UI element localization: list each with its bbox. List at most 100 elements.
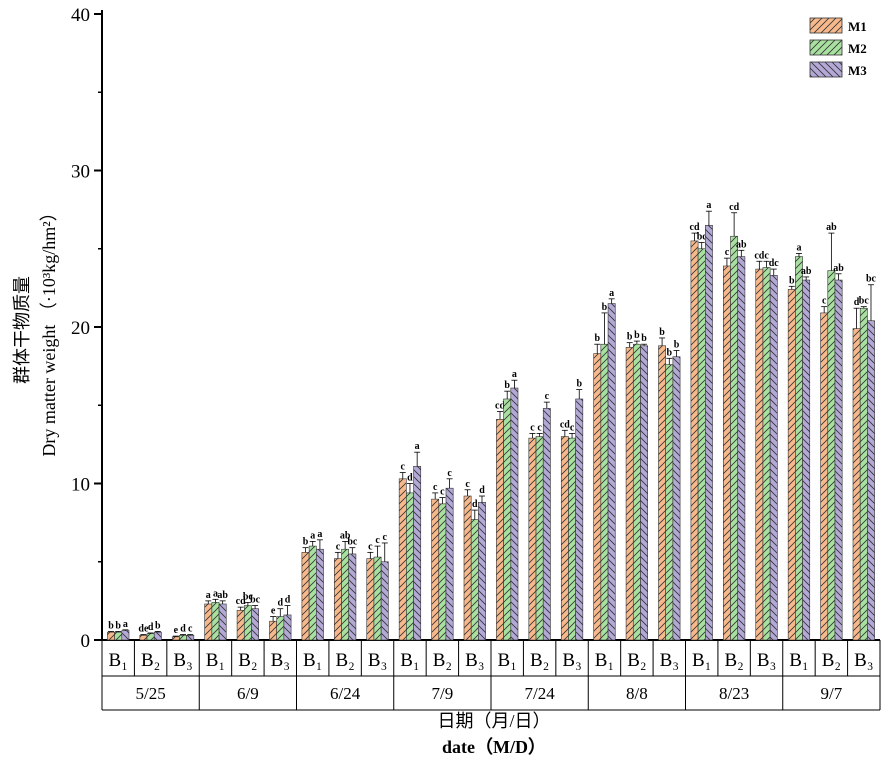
- significance-label: cd: [495, 401, 505, 412]
- bar-m1: [625, 347, 634, 641]
- significance-label: bc: [243, 591, 254, 602]
- bar-m3: [769, 275, 778, 641]
- group-label: B₃: [562, 650, 581, 671]
- significance-label: a: [706, 200, 711, 211]
- significance-label: dc: [769, 258, 780, 269]
- significance-label: c: [401, 462, 406, 473]
- bar-m3: [153, 631, 162, 641]
- significance-label: d: [180, 624, 186, 635]
- bar-m1: [269, 620, 277, 641]
- x-axis-label-cn: 日期（月/日）: [437, 711, 550, 731]
- bar-m2: [179, 635, 187, 641]
- group-label: B₃: [660, 650, 679, 671]
- y-tick-label: 20: [71, 318, 90, 339]
- significance-label: ab: [736, 239, 747, 250]
- x-axis-label-en: date（M/D）: [442, 737, 546, 757]
- bar-m2: [114, 631, 123, 641]
- bar-m2: [211, 602, 220, 641]
- significance-label: b: [115, 620, 121, 631]
- significance-label: b: [674, 339, 680, 350]
- significance-label: a: [796, 242, 801, 253]
- bar-m3: [218, 603, 227, 641]
- significance-label: a: [123, 619, 128, 630]
- significance-label: c: [336, 541, 341, 552]
- bar-m3: [478, 501, 486, 641]
- significance-label: bc: [866, 274, 877, 285]
- bar-m1: [690, 240, 699, 641]
- bar-m3: [413, 465, 422, 641]
- bar-m3: [283, 614, 292, 641]
- legend-swatch-m2: [809, 39, 843, 56]
- group-label: B₁: [595, 650, 614, 671]
- bar-m1: [560, 436, 569, 641]
- significance-label: e: [174, 625, 179, 636]
- group-label: B₁: [400, 650, 419, 671]
- significance-label: ab: [833, 263, 844, 274]
- group-label: B₃: [757, 650, 776, 671]
- group-label: B₂: [627, 650, 646, 671]
- significance-label: bc: [250, 595, 261, 606]
- significance-label: a: [213, 588, 218, 599]
- bar-m1: [593, 353, 602, 641]
- bar-m1: [204, 603, 213, 641]
- significance-label: cd: [729, 202, 739, 213]
- significance-label: d: [479, 485, 485, 496]
- bar-m1: [431, 498, 440, 641]
- significance-label: b: [504, 380, 510, 391]
- significance-label: d: [854, 297, 860, 308]
- significance-label: b: [789, 275, 795, 286]
- significance-label: de: [138, 624, 149, 635]
- bar-m1: [723, 265, 731, 641]
- bar-m2: [697, 248, 706, 641]
- significance-label: cd: [560, 419, 570, 430]
- significance-label: bc: [347, 537, 358, 548]
- significance-label: d: [285, 595, 291, 606]
- significance-label: d: [148, 622, 154, 633]
- significance-label: b: [634, 330, 640, 341]
- bar-m2: [762, 267, 771, 641]
- significance-label: d: [278, 598, 284, 609]
- bar-m1: [787, 289, 796, 641]
- significance-label: c: [383, 532, 388, 543]
- bar-m3: [705, 224, 713, 641]
- bar-m2: [146, 633, 155, 641]
- group-label: B₂: [335, 650, 354, 671]
- significance-label: c: [433, 482, 438, 493]
- group-label: B₂: [724, 650, 743, 671]
- significance-label: b: [659, 327, 665, 338]
- bar-m3: [510, 387, 519, 641]
- bar-m1: [463, 495, 472, 641]
- y-tick-label: 10: [71, 475, 90, 496]
- bar-m1: [171, 636, 180, 641]
- date-label: 8/8: [626, 684, 648, 703]
- bar-m2: [503, 398, 512, 641]
- bar-m2: [406, 492, 414, 641]
- bar-m3: [121, 630, 130, 641]
- significance-label: a: [310, 530, 315, 541]
- bar-m3: [867, 320, 875, 641]
- significance-label: c: [368, 541, 373, 552]
- bar-m1: [658, 345, 666, 641]
- group-label: B₃: [465, 650, 484, 671]
- significance-label: c: [188, 624, 193, 635]
- bar-m2: [568, 437, 576, 641]
- significance-label: c: [530, 422, 535, 433]
- significance-label: a: [512, 369, 517, 380]
- significance-label: cd: [754, 250, 764, 261]
- group-label: B₁: [498, 650, 517, 671]
- bar-m2: [535, 436, 544, 641]
- significance-label: d: [407, 473, 413, 484]
- significance-label: ab: [217, 590, 228, 601]
- group-label: B₁: [109, 650, 128, 671]
- bar-m2: [827, 270, 836, 641]
- bar-m2: [373, 556, 382, 641]
- legend-swatch-m1: [809, 17, 843, 34]
- significance-label: c: [725, 247, 730, 258]
- significance-label: c: [440, 487, 445, 498]
- significance-label: b: [108, 620, 114, 631]
- y-axis-label-en: Dry matter weight （·10³kg/hm²）: [39, 203, 59, 456]
- significance-label: c: [375, 535, 380, 546]
- y-axis-label-cn: 群体干物质量: [12, 276, 32, 384]
- significance-label: cd: [690, 222, 700, 233]
